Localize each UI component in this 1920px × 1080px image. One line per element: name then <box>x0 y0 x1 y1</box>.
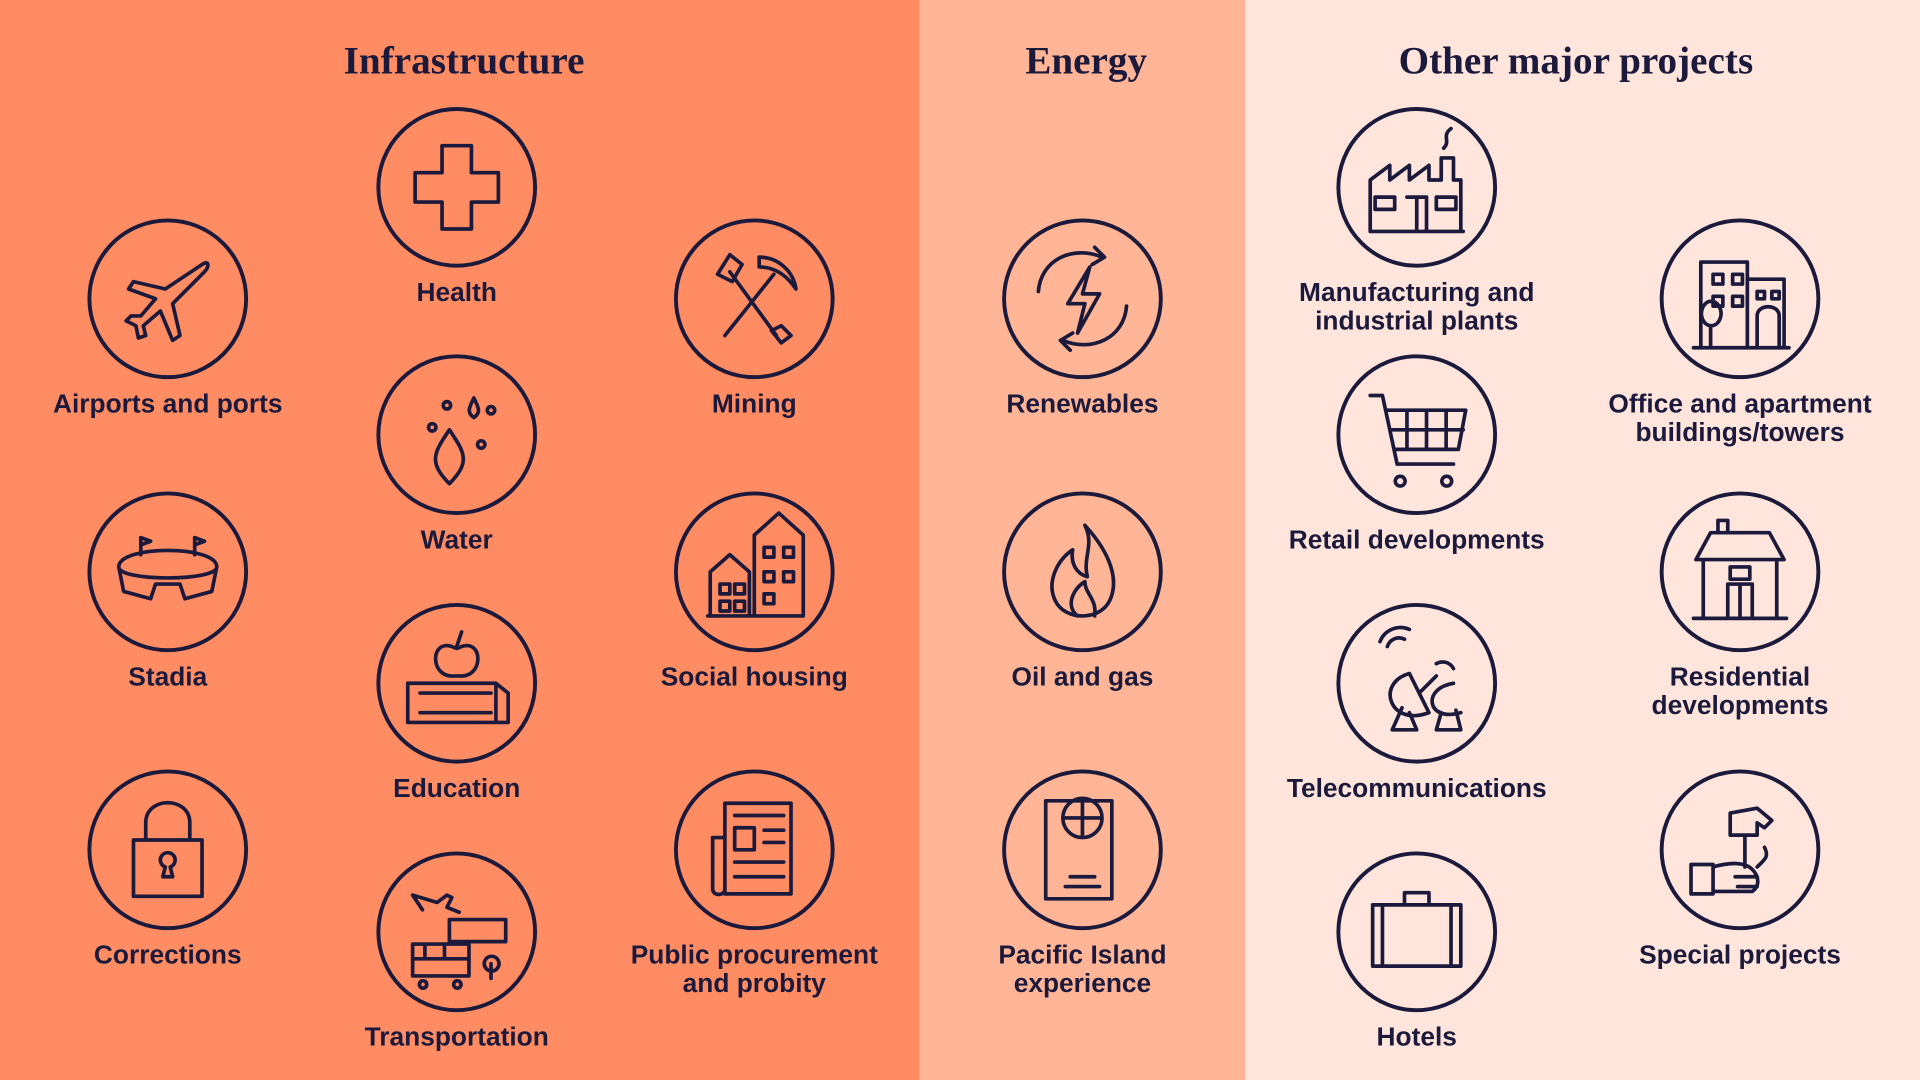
sector-item: Stadia <box>87 491 249 692</box>
sector-item: Special projects <box>1639 769 1841 970</box>
icon <box>1368 126 1466 234</box>
icon <box>116 535 219 601</box>
icon-ring <box>376 851 538 1013</box>
icon <box>131 800 204 899</box>
icon-ring <box>1659 491 1821 653</box>
icon <box>1368 393 1468 488</box>
sector-item: Education <box>376 602 538 803</box>
icon-ring <box>376 602 538 764</box>
icon <box>410 893 508 990</box>
section-title: Infrastructure <box>344 39 585 82</box>
sector-item: Mining <box>673 218 835 419</box>
sector-label: Mining <box>712 389 797 419</box>
icon-ring <box>1002 769 1163 931</box>
sector-label: Transportation <box>365 1022 549 1052</box>
icon <box>1050 523 1116 618</box>
sector-label: Corrections <box>94 940 242 970</box>
sector-item: Health <box>376 107 538 307</box>
sector-item: Water <box>376 354 538 555</box>
icon-ring <box>1002 491 1163 653</box>
sector-item: Transportation <box>365 851 549 1052</box>
icon <box>426 396 497 486</box>
icon-ring <box>376 107 538 268</box>
panel-other <box>1245 0 1920 1080</box>
sector-label: industrial plants <box>1315 305 1518 335</box>
sector-label: Stadia <box>128 662 207 692</box>
icon <box>124 261 210 343</box>
icon <box>710 801 793 897</box>
sector-label: Education <box>393 773 520 803</box>
sector-label: buildings/towers <box>1635 417 1844 447</box>
icon <box>413 143 501 231</box>
sector-label: Telecommunications <box>1287 773 1547 803</box>
sector-label: Pacific Island <box>998 940 1166 970</box>
icon-ring <box>1336 354 1498 516</box>
icon <box>1378 625 1463 732</box>
sector-label: Social housing <box>661 662 848 692</box>
sector-label: experience <box>1014 968 1152 998</box>
sector-label: Residential <box>1670 662 1810 692</box>
sector-label: Oil and gas <box>1012 662 1154 692</box>
sector-label: Office and apartment <box>1608 389 1871 419</box>
sector-item: Oil and gas <box>1002 491 1163 692</box>
sector-item: Telecommunications <box>1287 602 1547 803</box>
section-title: Other major projects <box>1399 39 1754 82</box>
icon-ring <box>87 218 249 380</box>
icon <box>1370 890 1463 968</box>
icon <box>1689 806 1774 896</box>
sector-item: Hotels <box>1336 851 1498 1052</box>
sector-label: Water <box>421 525 493 555</box>
icon <box>1036 245 1129 353</box>
icon-ring <box>1336 851 1498 1013</box>
icon <box>715 252 798 345</box>
icon <box>1691 260 1791 350</box>
sector-item: Renewables <box>1002 218 1163 419</box>
sector-item: Corrections <box>87 769 249 970</box>
icon-ring <box>673 769 835 931</box>
sector-label: Renewables <box>1006 389 1158 419</box>
sector-label: and probity <box>683 968 827 998</box>
icon-ring <box>1002 218 1163 380</box>
icon <box>705 511 806 618</box>
icon-ring <box>1336 602 1498 764</box>
sector-item: Social housing <box>661 491 848 692</box>
icon-ring <box>673 491 835 653</box>
icon-ring <box>87 491 249 653</box>
sector-label: Hotels <box>1377 1022 1457 1052</box>
sector-label: Airports and ports <box>53 389 283 419</box>
panel-energy <box>919 0 1246 1080</box>
sector-label: Special projects <box>1639 940 1841 970</box>
sector-label: Health <box>417 277 497 307</box>
icon-ring <box>1659 769 1821 931</box>
icon-ring <box>1336 107 1498 268</box>
section-title: Energy <box>1025 39 1147 82</box>
icon-ring <box>87 769 249 931</box>
icon <box>1043 796 1114 901</box>
icon <box>405 630 510 725</box>
icon-ring <box>1659 218 1821 380</box>
sector-label: Retail developments <box>1289 525 1545 555</box>
sector-label: Manufacturing and <box>1299 277 1534 307</box>
icon <box>1691 518 1789 621</box>
icon-ring <box>673 218 835 380</box>
sector-label: Public procurement <box>631 940 878 970</box>
sector-item: Airports and ports <box>53 218 283 419</box>
sector-item: Retail developments <box>1289 354 1545 555</box>
icon-ring <box>376 354 538 516</box>
sector-label: developments <box>1652 690 1829 720</box>
panel-infrastructure <box>0 0 920 1080</box>
